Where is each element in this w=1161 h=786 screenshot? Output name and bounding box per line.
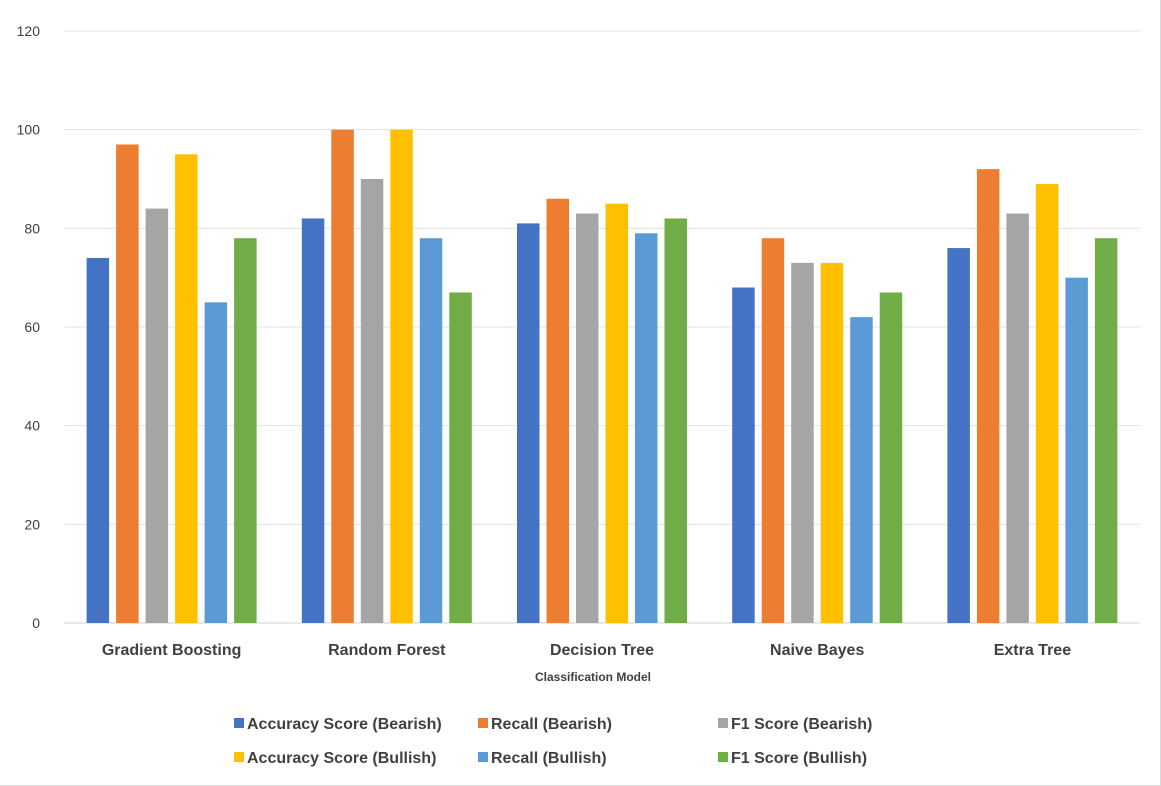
legend-label: Recall (Bullish) xyxy=(491,750,607,767)
legend-swatch xyxy=(234,752,244,762)
bar xyxy=(791,262,814,623)
bar xyxy=(116,144,139,623)
bar xyxy=(175,154,198,624)
bar xyxy=(761,238,785,623)
bar xyxy=(635,233,658,623)
x-category-label: Gradient Boosting xyxy=(102,642,242,659)
bar xyxy=(820,262,844,623)
legend-label: F1 Score (Bearish) xyxy=(731,716,872,733)
y-tick-label: 20 xyxy=(24,516,40,532)
legend-swatch xyxy=(478,752,488,762)
bar xyxy=(1065,277,1088,623)
legend-swatch xyxy=(234,718,244,728)
bar xyxy=(86,257,110,623)
bar xyxy=(145,208,169,623)
y-tick-label: 100 xyxy=(17,122,41,138)
bar xyxy=(850,317,873,623)
bar xyxy=(331,129,354,623)
y-tick-label: 120 xyxy=(17,23,41,39)
bar xyxy=(204,302,228,623)
bar xyxy=(234,238,257,623)
bar xyxy=(390,129,413,623)
x-axis-categories: Gradient Boosting Random Forest Decision T… xyxy=(102,642,1071,659)
y-tick-label: 0 xyxy=(32,615,40,631)
legend-swatch xyxy=(478,718,488,728)
x-category-label: Extra Tree xyxy=(994,642,1071,659)
y-tick-label: 60 xyxy=(24,319,40,335)
legend-label: Recall (Bearish) xyxy=(491,716,612,733)
legend-label: Accuracy Score (Bullish) xyxy=(247,750,436,767)
bar xyxy=(605,203,628,623)
bar xyxy=(1035,183,1059,623)
bar xyxy=(879,292,903,623)
x-axis-title: Classification Model xyxy=(535,670,651,684)
legend-swatch xyxy=(718,718,728,728)
bar xyxy=(419,238,443,623)
bar xyxy=(1094,238,1118,623)
bar xyxy=(1006,213,1029,624)
bar xyxy=(517,223,540,623)
legend-label: Accuracy Score (Bearish) xyxy=(247,716,442,733)
bar xyxy=(301,218,325,623)
bars xyxy=(86,129,1118,624)
bar xyxy=(664,218,687,623)
x-category-label: Random Forest xyxy=(328,642,446,659)
y-tick-label: 80 xyxy=(24,220,40,236)
x-category-label: Naive Bayes xyxy=(770,642,864,659)
bar xyxy=(360,179,384,623)
y-axis-ticks: 0 20 40 60 80 100 120 xyxy=(17,23,41,631)
legend: Accuracy Score (Bearish) Recall (Bearish)… xyxy=(234,716,872,767)
y-tick-label: 40 xyxy=(24,418,40,434)
x-category-label: Decision Tree xyxy=(550,642,654,659)
legend-swatch xyxy=(718,752,728,762)
bar xyxy=(732,287,755,623)
legend-label: F1 Score (Bullish) xyxy=(731,750,867,767)
bar xyxy=(976,169,1000,623)
bar xyxy=(449,292,472,623)
bar xyxy=(947,248,970,624)
bar xyxy=(546,198,569,623)
bar xyxy=(576,213,599,624)
